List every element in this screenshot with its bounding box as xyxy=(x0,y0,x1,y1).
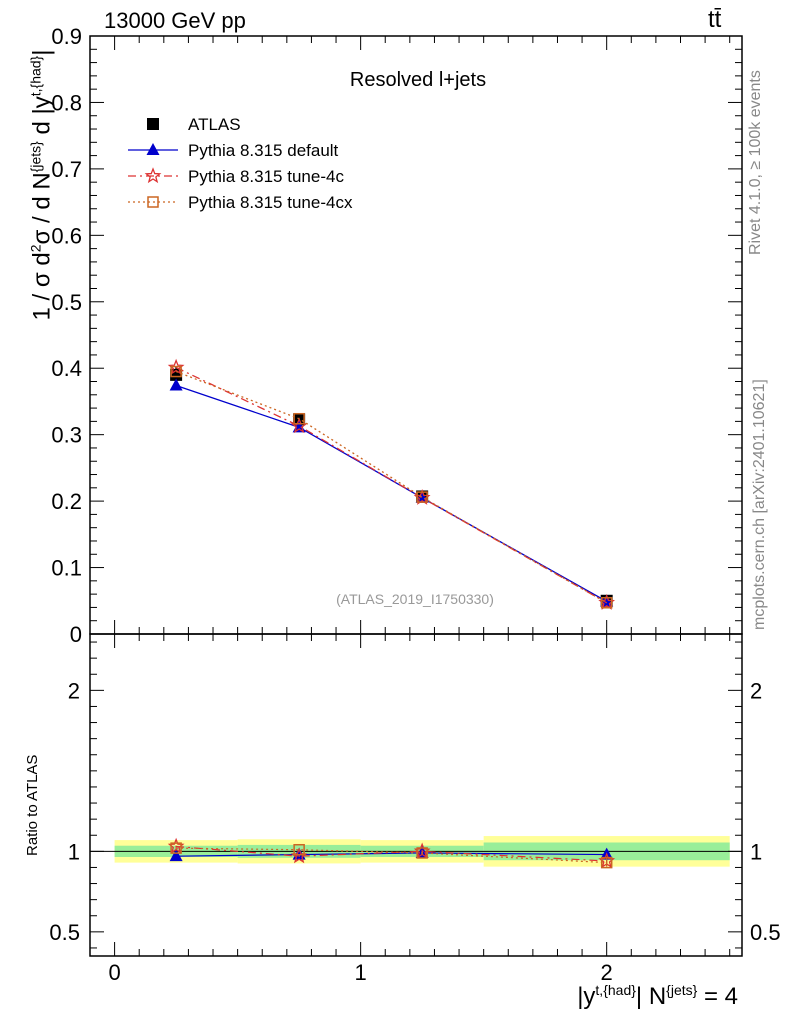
ratio-series-2 xyxy=(170,842,613,869)
y-tick-label: 0.9 xyxy=(51,24,82,49)
y-tick-label: 0.5 xyxy=(51,290,82,315)
x-tick-label: 2 xyxy=(601,960,613,985)
ratio-y-tick-label: 2 xyxy=(68,678,80,703)
ratio-y-axis-label: Ratio to ATLAS xyxy=(24,755,41,856)
y-tick-label: 0 xyxy=(70,622,82,647)
series-line xyxy=(175,384,607,603)
legend-entry-1: Pythia 8.315 default xyxy=(128,141,339,160)
data-point xyxy=(293,412,305,425)
main-series-2 xyxy=(167,358,616,610)
data-point xyxy=(600,597,613,609)
main-series-1 xyxy=(169,378,614,607)
plot-title: Resolved l+jets xyxy=(350,69,486,91)
y-tick-label: 0.1 xyxy=(51,556,82,581)
analysis-watermark: (ATLAS_2019_I1750330) xyxy=(336,591,494,607)
process-label: tt̄ xyxy=(708,6,722,33)
y-tick-label: 0.8 xyxy=(51,90,82,115)
ratio-y-tick-label-right: 0.5 xyxy=(750,920,781,945)
legend-label: Pythia 8.315 tune-4c xyxy=(188,167,344,186)
legend-entry-2: Pythia 8.315 tune-4c xyxy=(128,167,344,186)
ratio-plot-frame xyxy=(89,633,743,957)
y-tick-label: 0.3 xyxy=(51,423,82,448)
legend-entry-0: ATLAS xyxy=(147,115,241,134)
ratio-point xyxy=(416,847,428,859)
y-tick-label: 0.2 xyxy=(51,489,82,514)
legend-marker xyxy=(147,118,159,130)
data-point xyxy=(416,491,428,503)
main-series-0 xyxy=(170,366,613,607)
mcplots-source-label: mcplots.cern.ch [arXiv:2401.10621] xyxy=(751,379,768,630)
legend-marker xyxy=(144,167,162,184)
x-tick-label: 1 xyxy=(355,960,367,985)
ratio-y-tick-label-right: 1 xyxy=(750,839,762,864)
legend-label: Pythia 8.315 tune-4cx xyxy=(188,193,353,212)
y-tick-label: 0.6 xyxy=(51,223,82,248)
ratio-series-group xyxy=(167,837,616,869)
axis-ticks xyxy=(89,35,742,956)
x-tick-label: 0 xyxy=(108,960,120,985)
main-series-3 xyxy=(170,365,613,609)
ratio-point xyxy=(600,856,613,869)
legend-label: ATLAS xyxy=(188,115,241,134)
ratio-line xyxy=(176,845,607,862)
rivet-version-label: Rivet 4.1.0, ≥ 100k events xyxy=(747,70,764,255)
plot-frames xyxy=(89,35,743,957)
main-series-group xyxy=(167,358,616,610)
y-tick-label: 0.7 xyxy=(51,157,82,182)
y-tick-label: 0.4 xyxy=(51,356,82,381)
legend-entry-3: Pythia 8.315 tune-4cx xyxy=(128,193,353,212)
ratio-y-tick-label: 0.5 xyxy=(49,920,80,945)
ratio-line xyxy=(176,847,607,864)
energy-label: 13000 GeV pp xyxy=(104,8,246,33)
x-axis-label: |yt,{had}| N{jets} = 4 xyxy=(577,982,738,1010)
ratio-y-tick-label-right: 2 xyxy=(750,678,762,703)
data-point xyxy=(167,358,185,375)
legend-label: Pythia 8.315 default xyxy=(188,141,339,160)
axis-tick-labels: 0 0.1 0.2 0.3 0.4 0.5 0.6 0.7 0.8 0.9 0.5 0.5 1 1 2 2 0 1… xyxy=(49,24,780,985)
ratio-point xyxy=(293,843,305,856)
series-line xyxy=(175,370,608,604)
ratio-point xyxy=(169,849,183,862)
legend: ATLAS Pythia 8.315 default Pythia 8.315 tu… xyxy=(128,115,353,212)
legend-marker xyxy=(146,143,160,155)
legend-marker xyxy=(147,196,159,208)
ratio-y-tick-label: 1 xyxy=(68,839,80,864)
data-point xyxy=(169,378,183,391)
data-point xyxy=(170,365,182,378)
ratio-point xyxy=(170,842,182,854)
series-line xyxy=(175,366,608,604)
